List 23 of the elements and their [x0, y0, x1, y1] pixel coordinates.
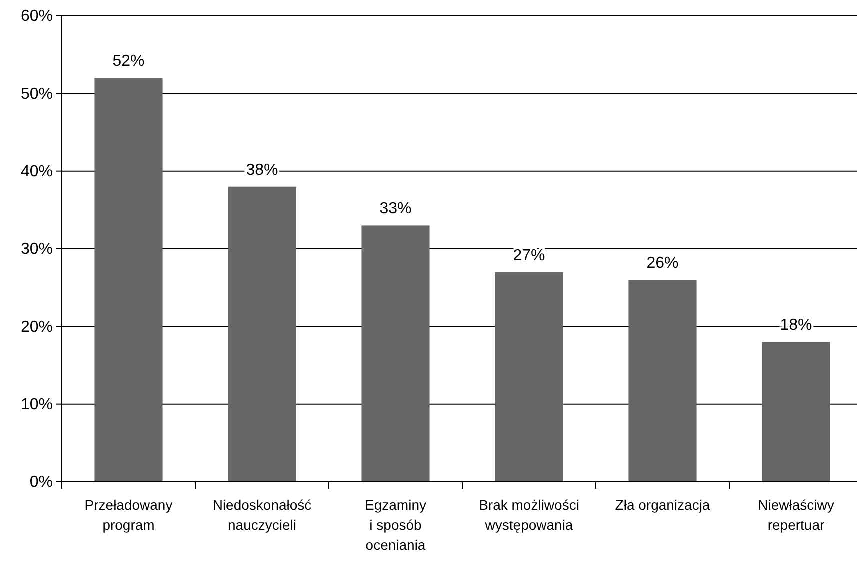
bar: [628, 280, 697, 482]
y-tick-label: 0%: [30, 474, 53, 492]
bar: [762, 342, 830, 482]
data-label: 52%: [112, 53, 145, 70]
x-tick-label: Zła organizacja: [615, 497, 710, 513]
y-tick-label: 30%: [20, 241, 53, 258]
x-tick-label: Brak możliwości występowania: [479, 497, 580, 533]
x-tick-label: Niewłaściwy repertuar: [758, 497, 834, 533]
bar: [495, 272, 564, 482]
y-tick-label: 40%: [20, 163, 53, 180]
data-label: 27%: [513, 247, 546, 264]
bar: [362, 226, 430, 482]
x-tick-label: Przeładowany program: [84, 497, 173, 533]
y-tick-label: 60%: [20, 8, 53, 26]
data-label: 26%: [646, 255, 679, 272]
y-tick-label: 10%: [20, 396, 53, 414]
bar: [228, 186, 296, 482]
y-tick-label: 20%: [20, 318, 53, 336]
x-tick-label: Niedoskonałość nauczycieli: [212, 497, 312, 533]
y-tick-label: 50%: [20, 86, 53, 103]
data-label: 33%: [380, 200, 412, 218]
bar: [94, 78, 163, 482]
x-tick-label: Egzaminy i sposób oceniania: [365, 497, 426, 553]
